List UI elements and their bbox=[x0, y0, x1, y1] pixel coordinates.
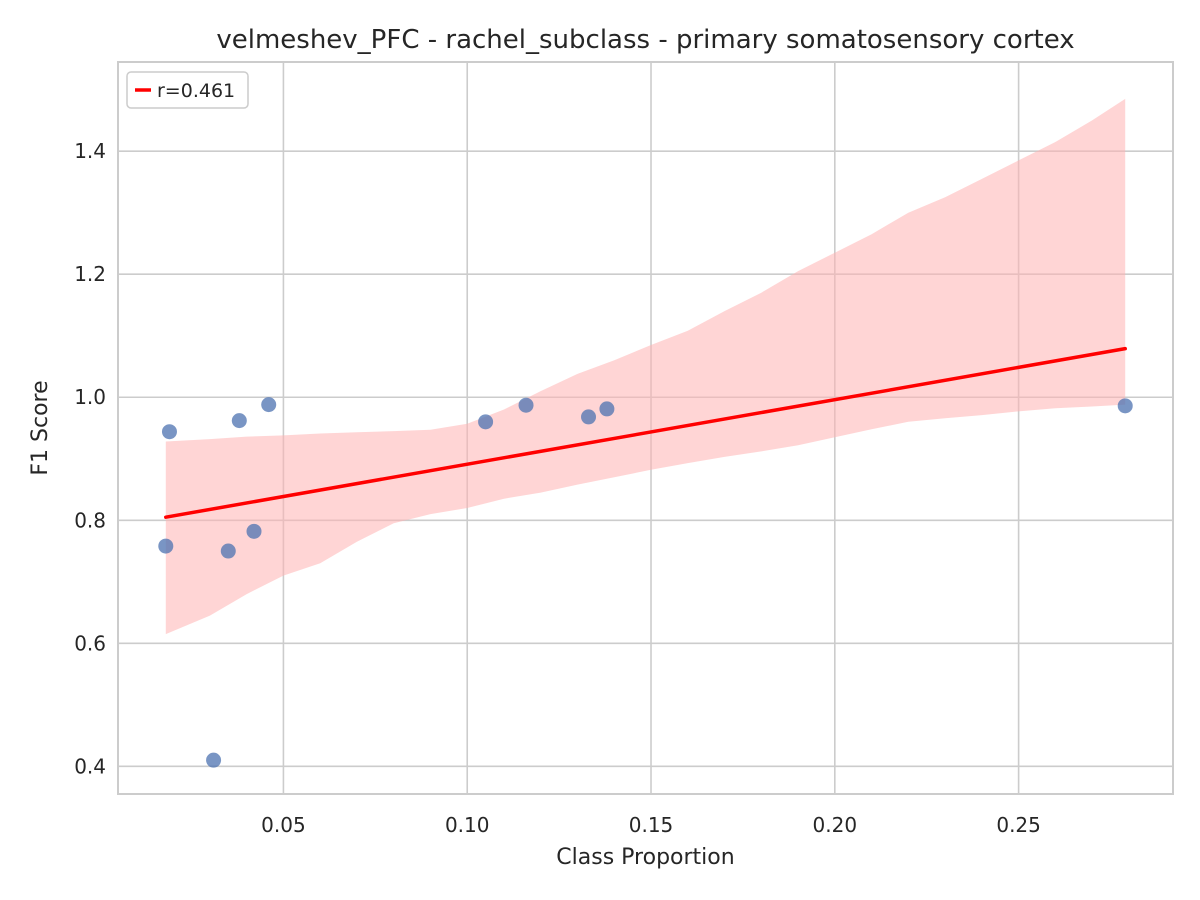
y-tick-label: 1.4 bbox=[74, 139, 106, 163]
x-axis-ticks: 0.05 0.10 0.15 0.20 0.25 bbox=[261, 813, 1041, 837]
scatter-point bbox=[231, 413, 247, 429]
scatter-point bbox=[220, 543, 236, 559]
scatter-point bbox=[478, 414, 494, 430]
y-tick-label: 1.0 bbox=[74, 385, 106, 409]
y-tick-label: 1.2 bbox=[74, 262, 106, 286]
scatter-point bbox=[158, 538, 174, 554]
y-tick-label: 0.8 bbox=[74, 508, 106, 532]
scatter-point bbox=[206, 752, 222, 768]
chart-title: velmeshev_PFC - rachel_subclass - primar… bbox=[216, 25, 1074, 55]
confidence-band-group bbox=[165, 98, 1126, 635]
scatter-point bbox=[518, 397, 534, 413]
x-tick-label: 0.05 bbox=[261, 813, 306, 837]
y-tick-label: 0.6 bbox=[74, 631, 106, 655]
x-tick-label: 0.10 bbox=[445, 813, 490, 837]
regression-line bbox=[164, 346, 1127, 519]
y-axis-ticks: 0.4 0.6 0.8 1.0 1.2 1.4 bbox=[74, 139, 106, 778]
plot-frame bbox=[117, 61, 1174, 795]
scatter-point bbox=[581, 409, 597, 425]
legend: r=0.461 bbox=[126, 71, 249, 109]
regression-line-group bbox=[164, 346, 1127, 519]
x-tick-label: 0.25 bbox=[996, 813, 1041, 837]
x-tick-label: 0.20 bbox=[813, 813, 858, 837]
scatter-points bbox=[158, 397, 1133, 768]
confidence-band bbox=[165, 98, 1126, 635]
scatter-point bbox=[599, 401, 615, 417]
legend-label: r=0.461 bbox=[157, 80, 235, 102]
x-axis-label: Class Proportion bbox=[556, 845, 734, 870]
scatter-point bbox=[246, 523, 262, 539]
scatter-point bbox=[161, 424, 177, 440]
y-tick-label: 0.4 bbox=[74, 754, 106, 778]
x-tick-label: 0.15 bbox=[629, 813, 674, 837]
scatter-point bbox=[261, 397, 277, 413]
scatter-point bbox=[1117, 398, 1133, 414]
legend-box bbox=[126, 71, 249, 109]
y-axis-label: F1 Score bbox=[28, 380, 53, 475]
